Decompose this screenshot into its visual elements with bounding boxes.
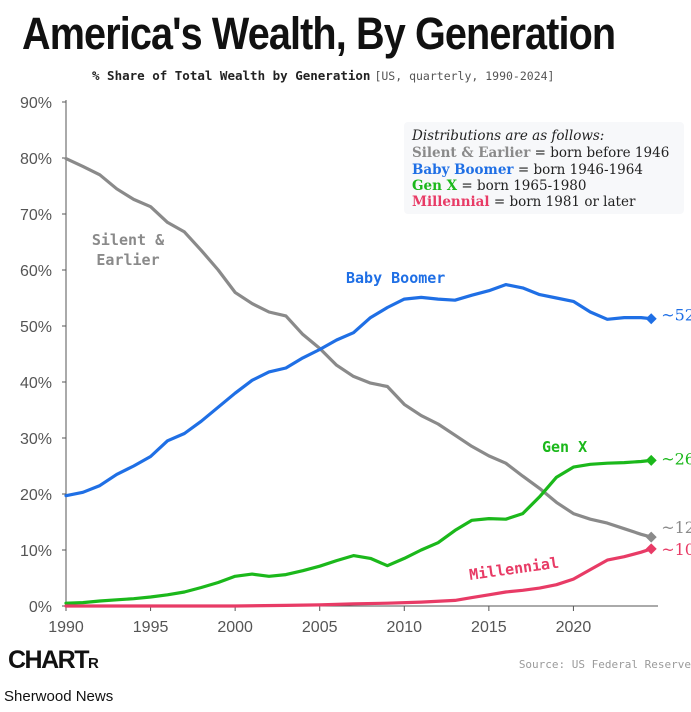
series-label-line: Silent & bbox=[92, 231, 165, 249]
series-end-label-gen-x: ~26% bbox=[661, 449, 691, 468]
source-note: Source: US Federal Reserve bbox=[518, 658, 691, 671]
y-tick-label: 80% bbox=[20, 151, 52, 168]
line-chart: 0% 10% 20% 30% 40% 50% 60% 70% 80% 90% 1990 1995 200… bbox=[20, 95, 691, 636]
legend-text-millennial: = born 1981 or later bbox=[489, 194, 636, 210]
publisher-footer bbox=[0, 681, 691, 712]
legend-text-genx: = born 1965-1980 bbox=[457, 178, 587, 194]
series-end-marker-baby-boomer bbox=[645, 313, 657, 325]
series-label-millennial: Millennial bbox=[468, 554, 560, 584]
y-tick-label: 0% bbox=[29, 599, 52, 616]
x-tick-label: 1990 bbox=[48, 619, 84, 636]
x-tick-label: 2000 bbox=[217, 619, 253, 636]
publisher-name: Sherwood News bbox=[4, 688, 114, 705]
series-label-line: Gen X bbox=[542, 438, 587, 456]
legend-item-silent: Silent & Earlier = born before 1946 bbox=[412, 145, 669, 161]
y-tick-label: 60% bbox=[20, 263, 52, 280]
legend-item-genx: Gen X = born 1965-1980 bbox=[412, 178, 587, 194]
x-tick-label: 2020 bbox=[556, 619, 592, 636]
legend-key-millennial: Millennial bbox=[412, 194, 490, 210]
series-end-marker-gen-x bbox=[645, 454, 657, 466]
series-label-line: Millennial bbox=[468, 554, 560, 584]
legend-key-boomer: Baby Boomer bbox=[412, 162, 514, 178]
series-line-silent-earlier bbox=[64, 157, 653, 539]
y-tick-label: 50% bbox=[20, 319, 52, 336]
legend-text-boomer: = born 1946-1964 bbox=[513, 162, 643, 178]
subtitle-detail: [US, quarterly, 1990-2024] bbox=[374, 69, 555, 83]
x-tick-label: 1995 bbox=[133, 619, 169, 636]
series-end-marker-silent-earlier bbox=[645, 531, 657, 543]
legend-heading: Distributions are as follows: bbox=[412, 128, 605, 144]
subtitle-main: % Share of Total Wealth by Generation bbox=[92, 68, 371, 83]
x-tick-label: 2010 bbox=[386, 619, 422, 636]
series-end-label-millennial: ~10% bbox=[661, 540, 691, 559]
legend-item-millennial: Millennial = born 1981 or later bbox=[412, 194, 635, 210]
chart-title: America's Wealth, By Generation bbox=[22, 8, 616, 59]
legend-item-boomer: Baby Boomer = born 1946-1964 bbox=[412, 162, 643, 178]
series-end-label-silent-earlier: ~12% bbox=[661, 518, 691, 537]
chartr-logo: CHARTR bbox=[8, 646, 99, 675]
legend-text-silent: = born before 1946 bbox=[530, 145, 670, 161]
series-line-baby-boomer bbox=[64, 283, 653, 498]
chart-subtitle: % Share of Total Wealth by Generation [US… bbox=[92, 68, 554, 83]
legend-box bbox=[404, 122, 684, 214]
logo-main: CHART bbox=[8, 646, 90, 674]
x-tick-label: 2005 bbox=[302, 619, 338, 636]
y-tick-label: 30% bbox=[20, 431, 52, 448]
chart-area: America's Wealth, By Generation % Share … bbox=[8, 8, 691, 675]
y-tick-label: 10% bbox=[20, 543, 52, 560]
x-tick-label: 2015 bbox=[471, 619, 507, 636]
series-label-line: Earlier bbox=[96, 251, 159, 269]
y-tick-label: 20% bbox=[20, 487, 52, 504]
legend-key-silent: Silent & Earlier bbox=[412, 145, 531, 161]
legend-key-genx: Gen X bbox=[412, 178, 458, 194]
y-tick-label: 90% bbox=[20, 95, 52, 112]
series-end-marker-millennial bbox=[645, 543, 657, 555]
logo-small: R bbox=[88, 655, 99, 672]
series-end-label-baby-boomer: ~52% bbox=[661, 306, 691, 325]
y-tick-label: 40% bbox=[20, 375, 52, 392]
series-line-millennial bbox=[64, 547, 653, 608]
y-tick-label: 70% bbox=[20, 207, 52, 224]
series-label-baby-boomer: Baby Boomer bbox=[346, 269, 445, 287]
series-label-line: Baby Boomer bbox=[346, 269, 445, 287]
series-line-gen-x bbox=[64, 458, 653, 605]
series-label-silent-earlier: Silent & Earlier bbox=[92, 231, 165, 269]
series-label-gen-x: Gen X bbox=[542, 438, 587, 456]
